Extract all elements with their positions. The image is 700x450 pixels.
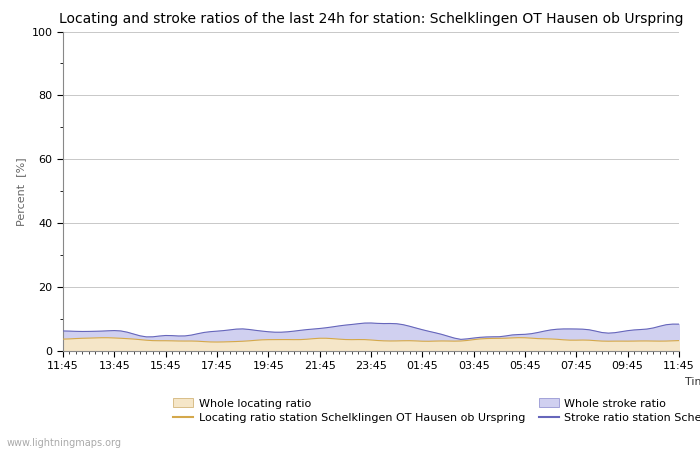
Text: Time: Time xyxy=(685,377,700,387)
Legend: Whole locating ratio, Locating ratio station Schelklingen OT Hausen ob Urspring,: Whole locating ratio, Locating ratio sta… xyxy=(174,398,700,423)
Y-axis label: Percent  [%]: Percent [%] xyxy=(16,157,26,225)
Text: www.lightningmaps.org: www.lightningmaps.org xyxy=(7,438,122,448)
Title: Locating and stroke ratios of the last 24h for station: Schelklingen OT Hausen o: Locating and stroke ratios of the last 2… xyxy=(59,12,683,26)
